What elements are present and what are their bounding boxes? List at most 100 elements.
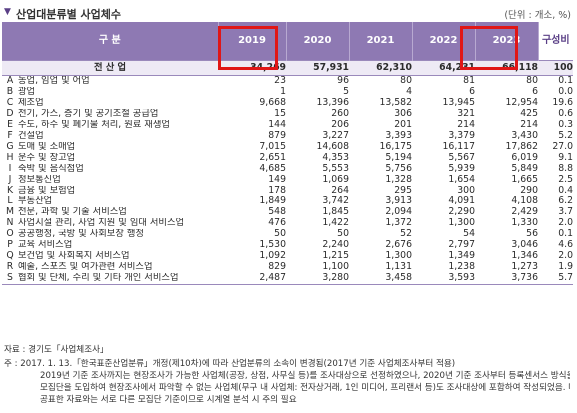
cell-2021: 201	[394, 119, 413, 130]
cell-2023: 1,346	[511, 251, 539, 262]
cell-2022: 13,945	[442, 97, 476, 108]
table-title-bar: ▼ 산업대분류별 사업체수 (단위 : 개소, %)	[2, 6, 573, 22]
cell-2021: 1,300	[385, 251, 413, 262]
industry-code: K	[6, 185, 14, 196]
industry-name: 도매 및 소매업	[18, 141, 76, 152]
cell-2019: 2,651	[259, 152, 287, 163]
cell-2022: 6	[469, 86, 476, 97]
cell-2020: 2,240	[322, 240, 350, 251]
cell-2022: 54	[463, 229, 476, 240]
industry-code: O	[6, 229, 14, 240]
total-row: 전 산 업 34,269 57,931 62,310 64,231 66,118…	[2, 60, 574, 76]
total-2021: 62,310	[349, 60, 413, 76]
industry-code: E	[7, 119, 13, 130]
cell-share: 19.6	[552, 97, 574, 108]
note-line-1: 주 : 2017. 1. 13.「한국표준산업분류」개정(제10차)에 따라 산…	[4, 359, 456, 369]
cell-share: 1.9	[558, 262, 574, 273]
cell-2022: 3,593	[412, 273, 476, 286]
header-year-2021: 2021	[349, 22, 413, 61]
cell-share: 0.6	[558, 108, 574, 119]
cell-2019: 7,015	[259, 141, 287, 152]
cell-2021: 295	[394, 185, 413, 196]
industry-code: J	[8, 174, 12, 185]
cell-2019: 1,849	[259, 196, 287, 207]
industry-name: 운수 및 창고업	[18, 152, 76, 163]
industry-name: 농업, 임업 및 어업	[18, 75, 90, 87]
industry-name: 광업	[18, 86, 36, 97]
cell-2021: 5,194	[385, 152, 413, 163]
cell-2020: 3,280	[286, 273, 350, 286]
table-row: H 운수 및 창고업 2,651 4,353 5,194 5,567 6,019 9.1	[2, 152, 574, 164]
cell-2019: 476	[268, 218, 287, 229]
cell-2021: 1,328	[385, 174, 413, 185]
cell-share: 0.1	[558, 75, 574, 87]
cell-2022: 1,654	[448, 174, 476, 185]
cell-2020: 260	[331, 108, 350, 119]
cell-2020: 14,608	[316, 141, 350, 152]
cell-2019: 879	[268, 130, 287, 141]
table-title: 산업대분류별 사업체수	[16, 8, 122, 21]
cell-2022: 300	[457, 185, 476, 196]
cell-share: 6.2	[558, 196, 574, 207]
cell-2023: 214	[520, 119, 539, 130]
cell-2023: 3,430	[511, 130, 539, 141]
cell-2020: 1,422	[322, 218, 350, 229]
cell-2023: 4,108	[511, 196, 539, 207]
cell-2023: 1,273	[511, 262, 539, 273]
cell-2023: 56	[526, 229, 539, 240]
industry-code: L	[7, 196, 13, 207]
cell-2019: 15	[274, 108, 287, 119]
cell-2022: 5,939	[448, 163, 476, 174]
cell-2020: 13,396	[316, 97, 350, 108]
cell-share: 3.7	[558, 207, 574, 218]
cell-2023: 80	[526, 75, 539, 87]
cell-2021: 2,094	[385, 207, 413, 218]
cell-2020: 5	[343, 86, 350, 97]
cell-share: 9.1	[558, 152, 574, 163]
cell-share: 5.2	[558, 130, 574, 141]
industry-code: D	[6, 108, 14, 119]
cell-2023: 6,019	[511, 152, 539, 163]
cell-2020: 4,353	[322, 152, 350, 163]
table-row: Q 보건업 및 사회복지 서비스업 1,092 1,215 1,300 1,349 1,34…	[2, 251, 573, 262]
table-row: D 전기, 가스, 증기 및 공기조절 공급업 15 260 306 321 425 0.6	[2, 109, 573, 120]
industry-name: 금융 및 보험업	[18, 185, 76, 196]
total-2020: 57,931	[286, 60, 350, 76]
header-category: 구 분	[2, 22, 219, 61]
cell-2021: 3,458	[349, 273, 413, 286]
total-2023: 66,118	[475, 60, 539, 76]
cell-2022: 4,091	[448, 196, 476, 207]
industry-code: M	[5, 207, 15, 218]
cell-2020: 1,069	[322, 174, 350, 185]
table-row: C 제조업 9,668 13,396 13,582 13,945 12,954 19.6	[2, 98, 573, 109]
cell-2021: 3,393	[385, 130, 413, 141]
cell-share: 0.0	[558, 86, 574, 97]
table-row: M 전문, 과학 및 기술 서비스업 548 1,845 2,094 2,290 2,429…	[2, 207, 573, 218]
industry-name: 전문, 과학 및 기술 서비스업	[18, 207, 127, 218]
cell-2022: 16,117	[442, 141, 476, 152]
cell-2019: 548	[268, 207, 287, 218]
cell-2021: 52	[400, 229, 413, 240]
cell-2020: 206	[331, 119, 350, 130]
cell-2021: 80	[400, 75, 413, 87]
cell-2020: 3,742	[322, 196, 350, 207]
table-row: O 공공행정, 국방 및 사회보장 행정 50 50 52 54 56 0.1	[2, 229, 573, 240]
cell-2020: 5,553	[322, 163, 350, 174]
cell-2020: 1,100	[322, 262, 350, 273]
table-row: F 건설업 879 3,227 3,393 3,379 3,430 5.2	[2, 131, 573, 142]
cell-2022: 5,567	[448, 152, 476, 163]
header-row: 구 분 2019 2020 2021 2022 2023 구성비	[2, 22, 574, 61]
total-share: 100	[538, 60, 574, 76]
source-note: 자료 : 경기도「사업체조사」	[4, 345, 109, 355]
cell-2019: 829	[268, 262, 287, 273]
cell-2019: 1	[280, 86, 287, 97]
industry-name: 예술, 스포츠 및 여가관련 서비스업	[18, 262, 153, 273]
industry-code: F	[7, 130, 13, 141]
cell-2023: 6	[532, 86, 539, 97]
cell-2019: 1,092	[259, 251, 287, 262]
table-row: G 도매 및 소매업 7,015 14,608 16,175 16,117 17,862 27…	[2, 142, 573, 153]
cell-2023: 12,954	[505, 97, 539, 108]
cell-2022: 1,349	[448, 251, 476, 262]
header-year-2023: 2023	[475, 22, 539, 61]
cell-share: 2.0	[558, 218, 574, 229]
